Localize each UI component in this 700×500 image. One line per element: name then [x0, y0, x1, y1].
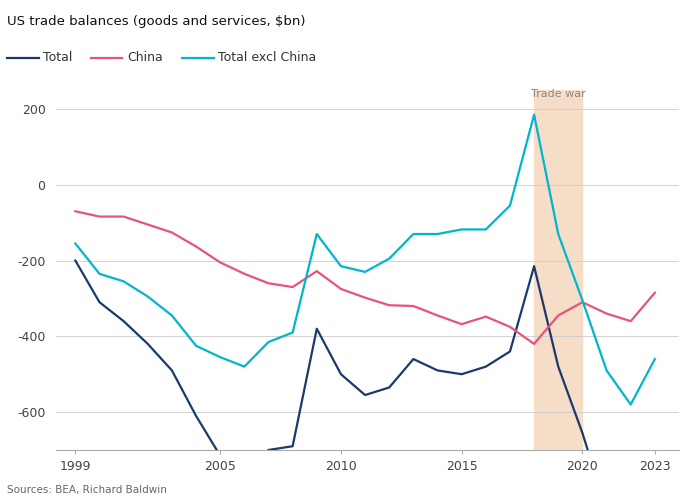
Text: Total: Total [43, 51, 73, 64]
Text: US trade balances (goods and services, $bn): US trade balances (goods and services, $… [7, 15, 305, 28]
Bar [534, 90, 582, 450]
Text: Sources: BEA, Richard Baldwin: Sources: BEA, Richard Baldwin [7, 485, 167, 495]
Text: China: China [127, 51, 163, 64]
Text: Total excl China: Total excl China [218, 51, 316, 64]
Text: Trade war: Trade war [531, 90, 586, 100]
